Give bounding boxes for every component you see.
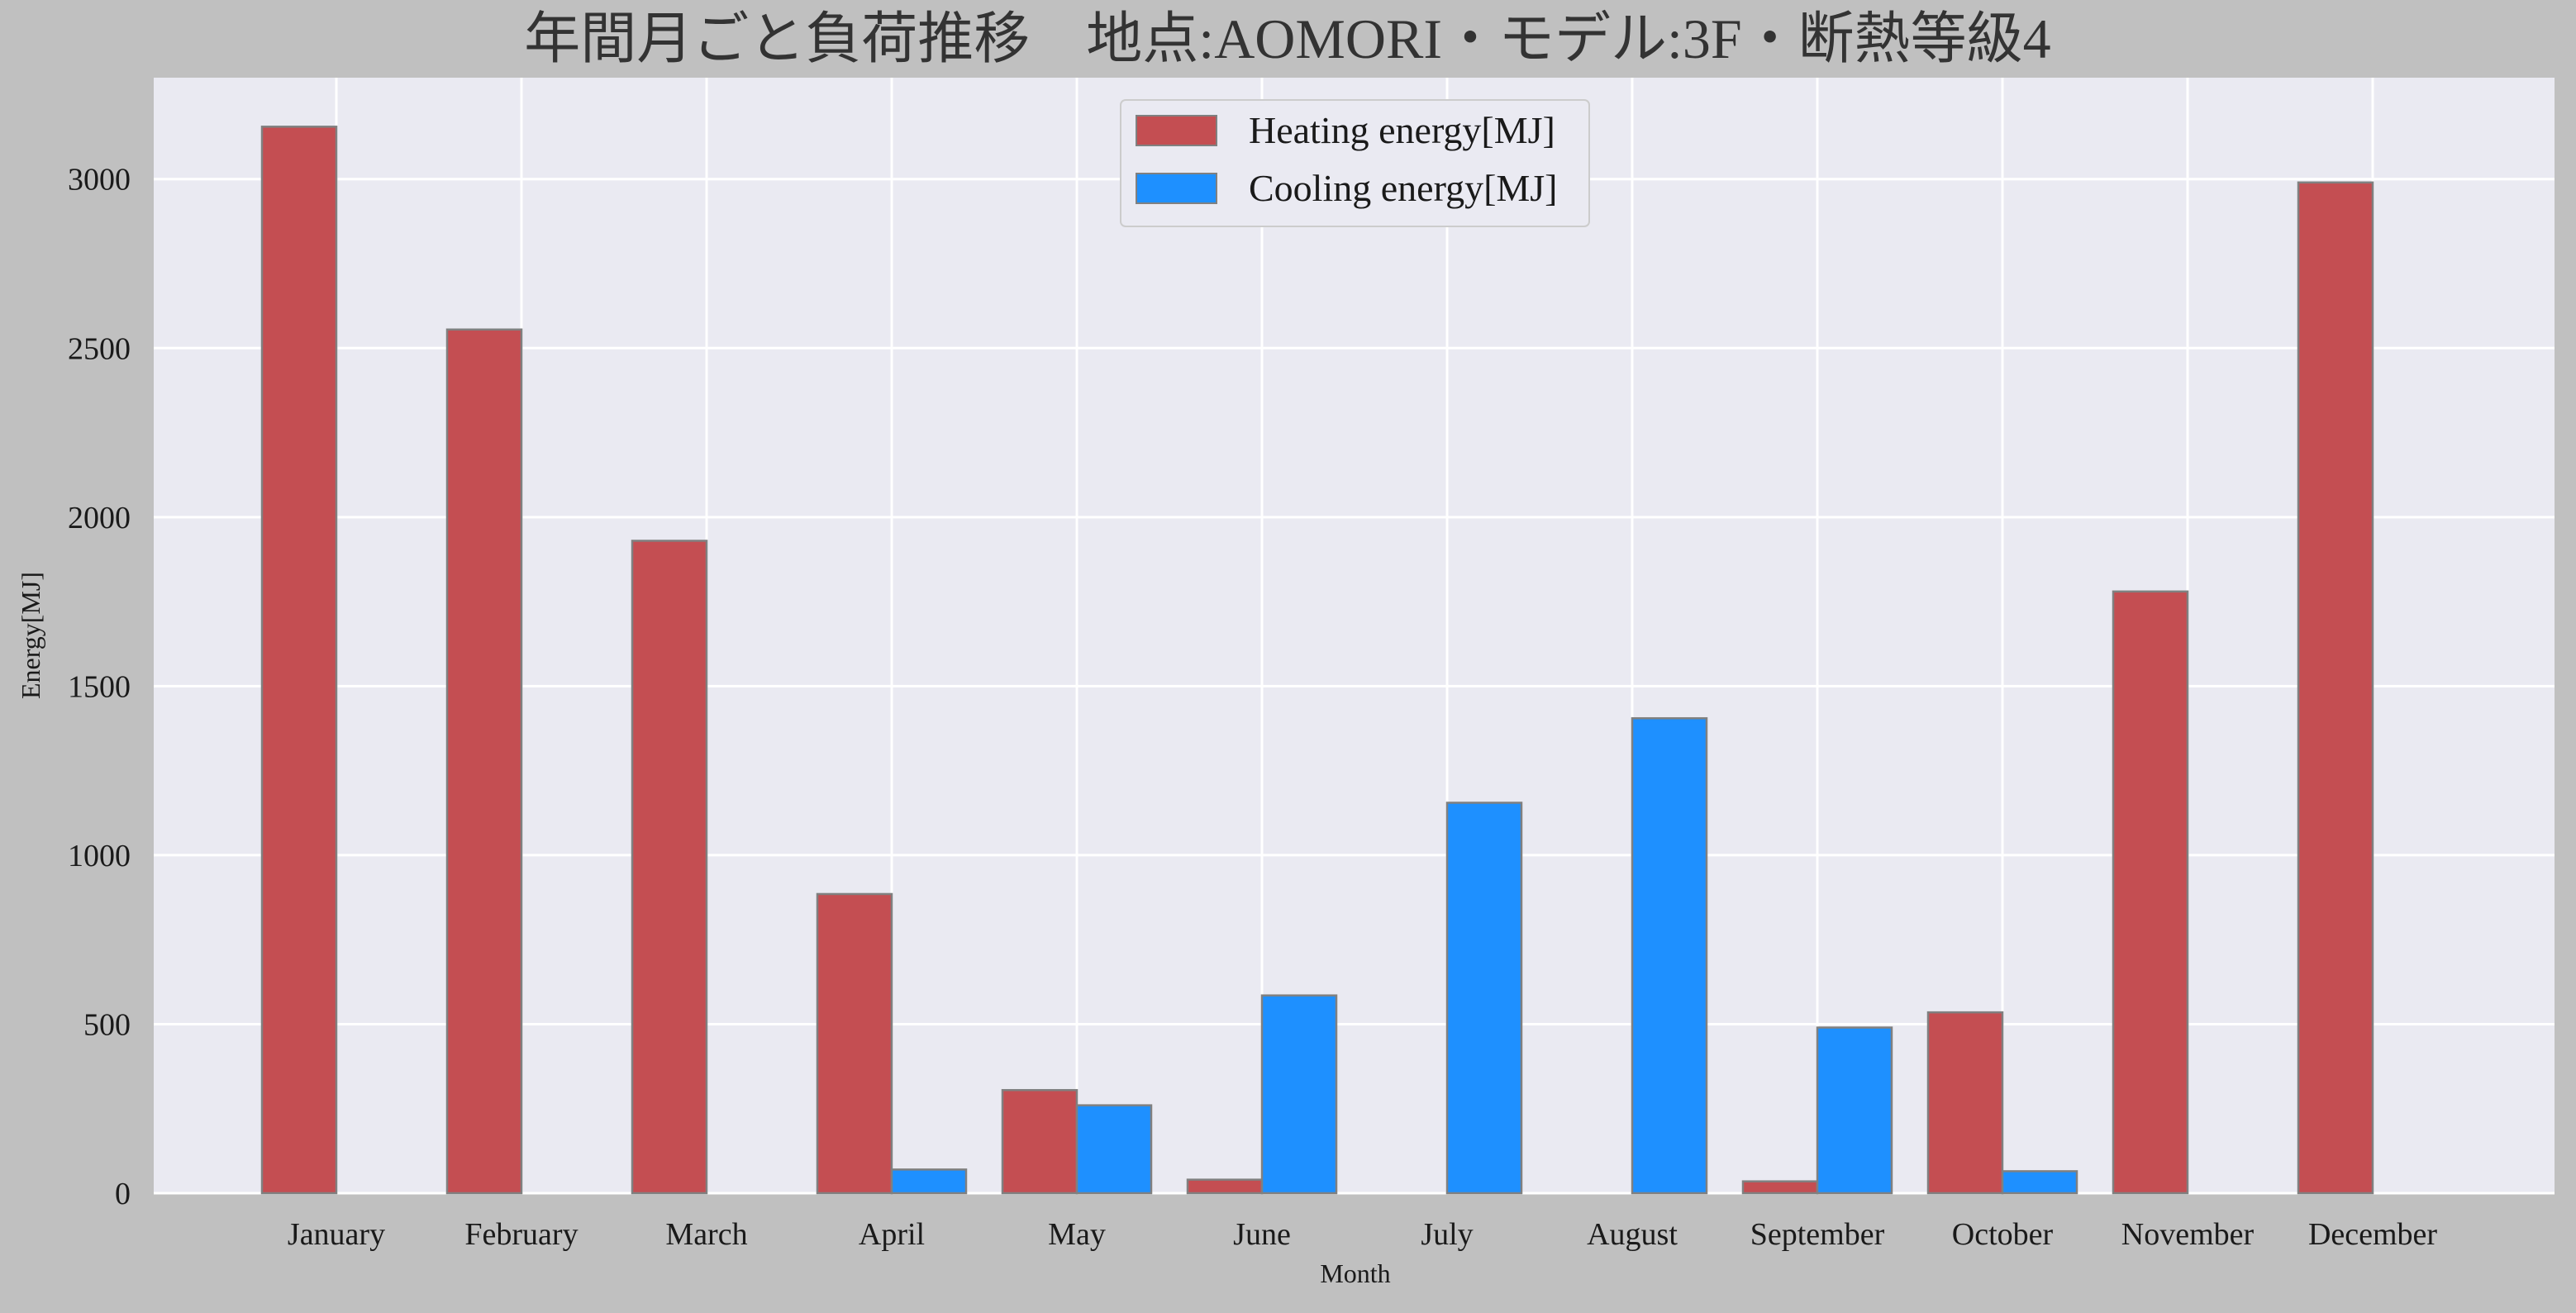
x-tick-label: April: [859, 1217, 925, 1252]
heating-bar: [2112, 590, 2189, 1195]
legend-swatch-cooling: [1136, 173, 1217, 204]
x-tick-label: November: [2121, 1217, 2255, 1252]
y-tick-label: 2000: [68, 501, 131, 535]
legend-label-heating: Heating energy[MJ]: [1249, 109, 1555, 151]
legend-label-cooling: Cooling energy[MJ]: [1249, 167, 1558, 209]
x-tick-label: June: [1233, 1217, 1291, 1252]
y-tick-label: 0: [115, 1177, 131, 1211]
cooling-bar: [1816, 1026, 1893, 1195]
heating-bar: [816, 892, 893, 1195]
cooling-bar: [1631, 716, 1708, 1195]
legend: Heating energy[MJ] Cooling energy[MJ]: [1120, 99, 1590, 227]
heating-bar: [1741, 1180, 1819, 1195]
x-tick-label: October: [1952, 1217, 2054, 1252]
y-tick-label: 500: [83, 1007, 131, 1042]
y-tick-label: 1500: [68, 669, 131, 704]
cooling-bar: [890, 1168, 968, 1195]
x-axis-label: Month: [1320, 1258, 1390, 1288]
x-tick-label: September: [1750, 1217, 1885, 1252]
legend-box: [1120, 99, 1590, 227]
y-axis-ticks: 0 500 1000 1500 2000 2500 3000: [68, 163, 131, 1211]
heating-bar: [260, 126, 338, 1195]
x-tick-label: May: [1048, 1217, 1106, 1252]
y-axis-label: Energy[MJ]: [16, 572, 45, 699]
legend-swatch-heating: [1136, 115, 1217, 146]
heating-bar: [1926, 1011, 2004, 1195]
x-tick-label: August: [1587, 1217, 1678, 1252]
x-tick-label: December: [2308, 1217, 2437, 1252]
bars: [260, 126, 2374, 1195]
y-tick-label: 2500: [68, 331, 131, 366]
x-tick-label: March: [665, 1217, 747, 1252]
heating-bar: [445, 328, 523, 1195]
cooling-bar: [1075, 1104, 1153, 1195]
heating-bar: [1001, 1088, 1078, 1195]
y-tick-label: 3000: [68, 163, 131, 197]
y-tick-label: 1000: [68, 839, 131, 873]
cooling-bar: [1260, 994, 1338, 1195]
heating-bar: [631, 540, 708, 1195]
heating-bar: [1186, 1178, 1264, 1195]
x-tick-label: February: [464, 1217, 578, 1252]
x-axis-ticks: January February March April May June July Augu…: [288, 1217, 2437, 1252]
cooling-bar: [2001, 1170, 2078, 1195]
x-tick-label: July: [1421, 1217, 1473, 1252]
x-tick-label: January: [288, 1217, 385, 1252]
heating-bar: [2297, 181, 2374, 1195]
cooling-bar: [1445, 802, 1523, 1195]
chart-title: 年間月ごと負荷推移 地点:AOMORI・モデル:3F・断熱等級4: [524, 7, 2050, 70]
